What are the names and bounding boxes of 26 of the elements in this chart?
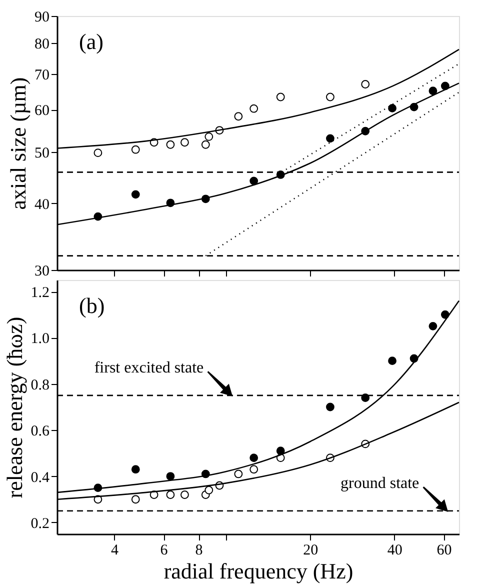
x-axis-title: radial frequency (Hz)	[164, 558, 354, 584]
y-axis-title: axial size (µm)	[6, 77, 30, 210]
annotation: (b)	[79, 293, 105, 318]
x-tick-label: 40	[387, 542, 402, 558]
y-tick-label: 0.6	[30, 424, 50, 440]
y-tick-label: 90	[34, 10, 50, 26]
x-tick-label: 8	[195, 542, 203, 558]
y-tick-label: 1.0	[30, 331, 50, 348]
x-tick-label: 60	[436, 542, 452, 558]
y-tick-label: 0.2	[30, 516, 50, 532]
y-tick-label: 50	[34, 145, 50, 162]
annotation: first excited state	[94, 359, 204, 376]
y-tick-label: 40	[34, 196, 50, 213]
y-tick-label: 30	[34, 264, 50, 280]
y-tick-label: 80	[34, 36, 50, 53]
x-tick-label: 6	[160, 542, 168, 558]
annotation: ground state	[340, 474, 420, 492]
y-axis-title: release energy (ħωz)	[2, 316, 27, 498]
annotation: (a)	[79, 29, 104, 54]
x-tick-label: 20	[303, 542, 318, 558]
y-tick-label: 0.4	[30, 470, 50, 486]
y-tick-label: 1.2	[30, 285, 50, 302]
y-tick-label: 0.8	[30, 377, 50, 394]
y-tick-label: 60	[34, 103, 50, 120]
y-tick-label: 70	[34, 68, 50, 84]
x-tick-label: 4	[110, 542, 119, 558]
